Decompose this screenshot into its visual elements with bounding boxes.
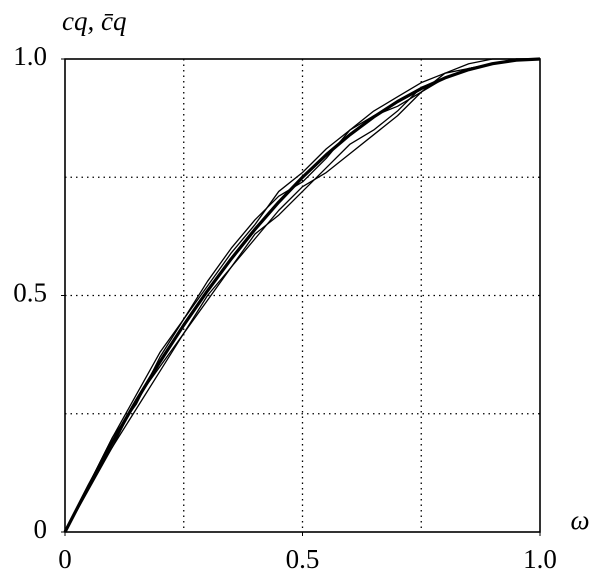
y-tick-label: 0.5 [13,278,47,308]
plot-frame [64,58,541,533]
y-axis-title: cq, c̄q [62,6,126,36]
y-tick-label: 1.0 [13,41,47,71]
x-tick-label: 1.0 [523,544,557,574]
x-tick-label: 0 [58,544,72,574]
x-tick-label: 0.5 [286,544,320,574]
data-line [64,58,540,533]
data-line [63,57,541,533]
y-tick-label: 0 [34,514,48,544]
x-axis-title: ω [570,505,589,535]
